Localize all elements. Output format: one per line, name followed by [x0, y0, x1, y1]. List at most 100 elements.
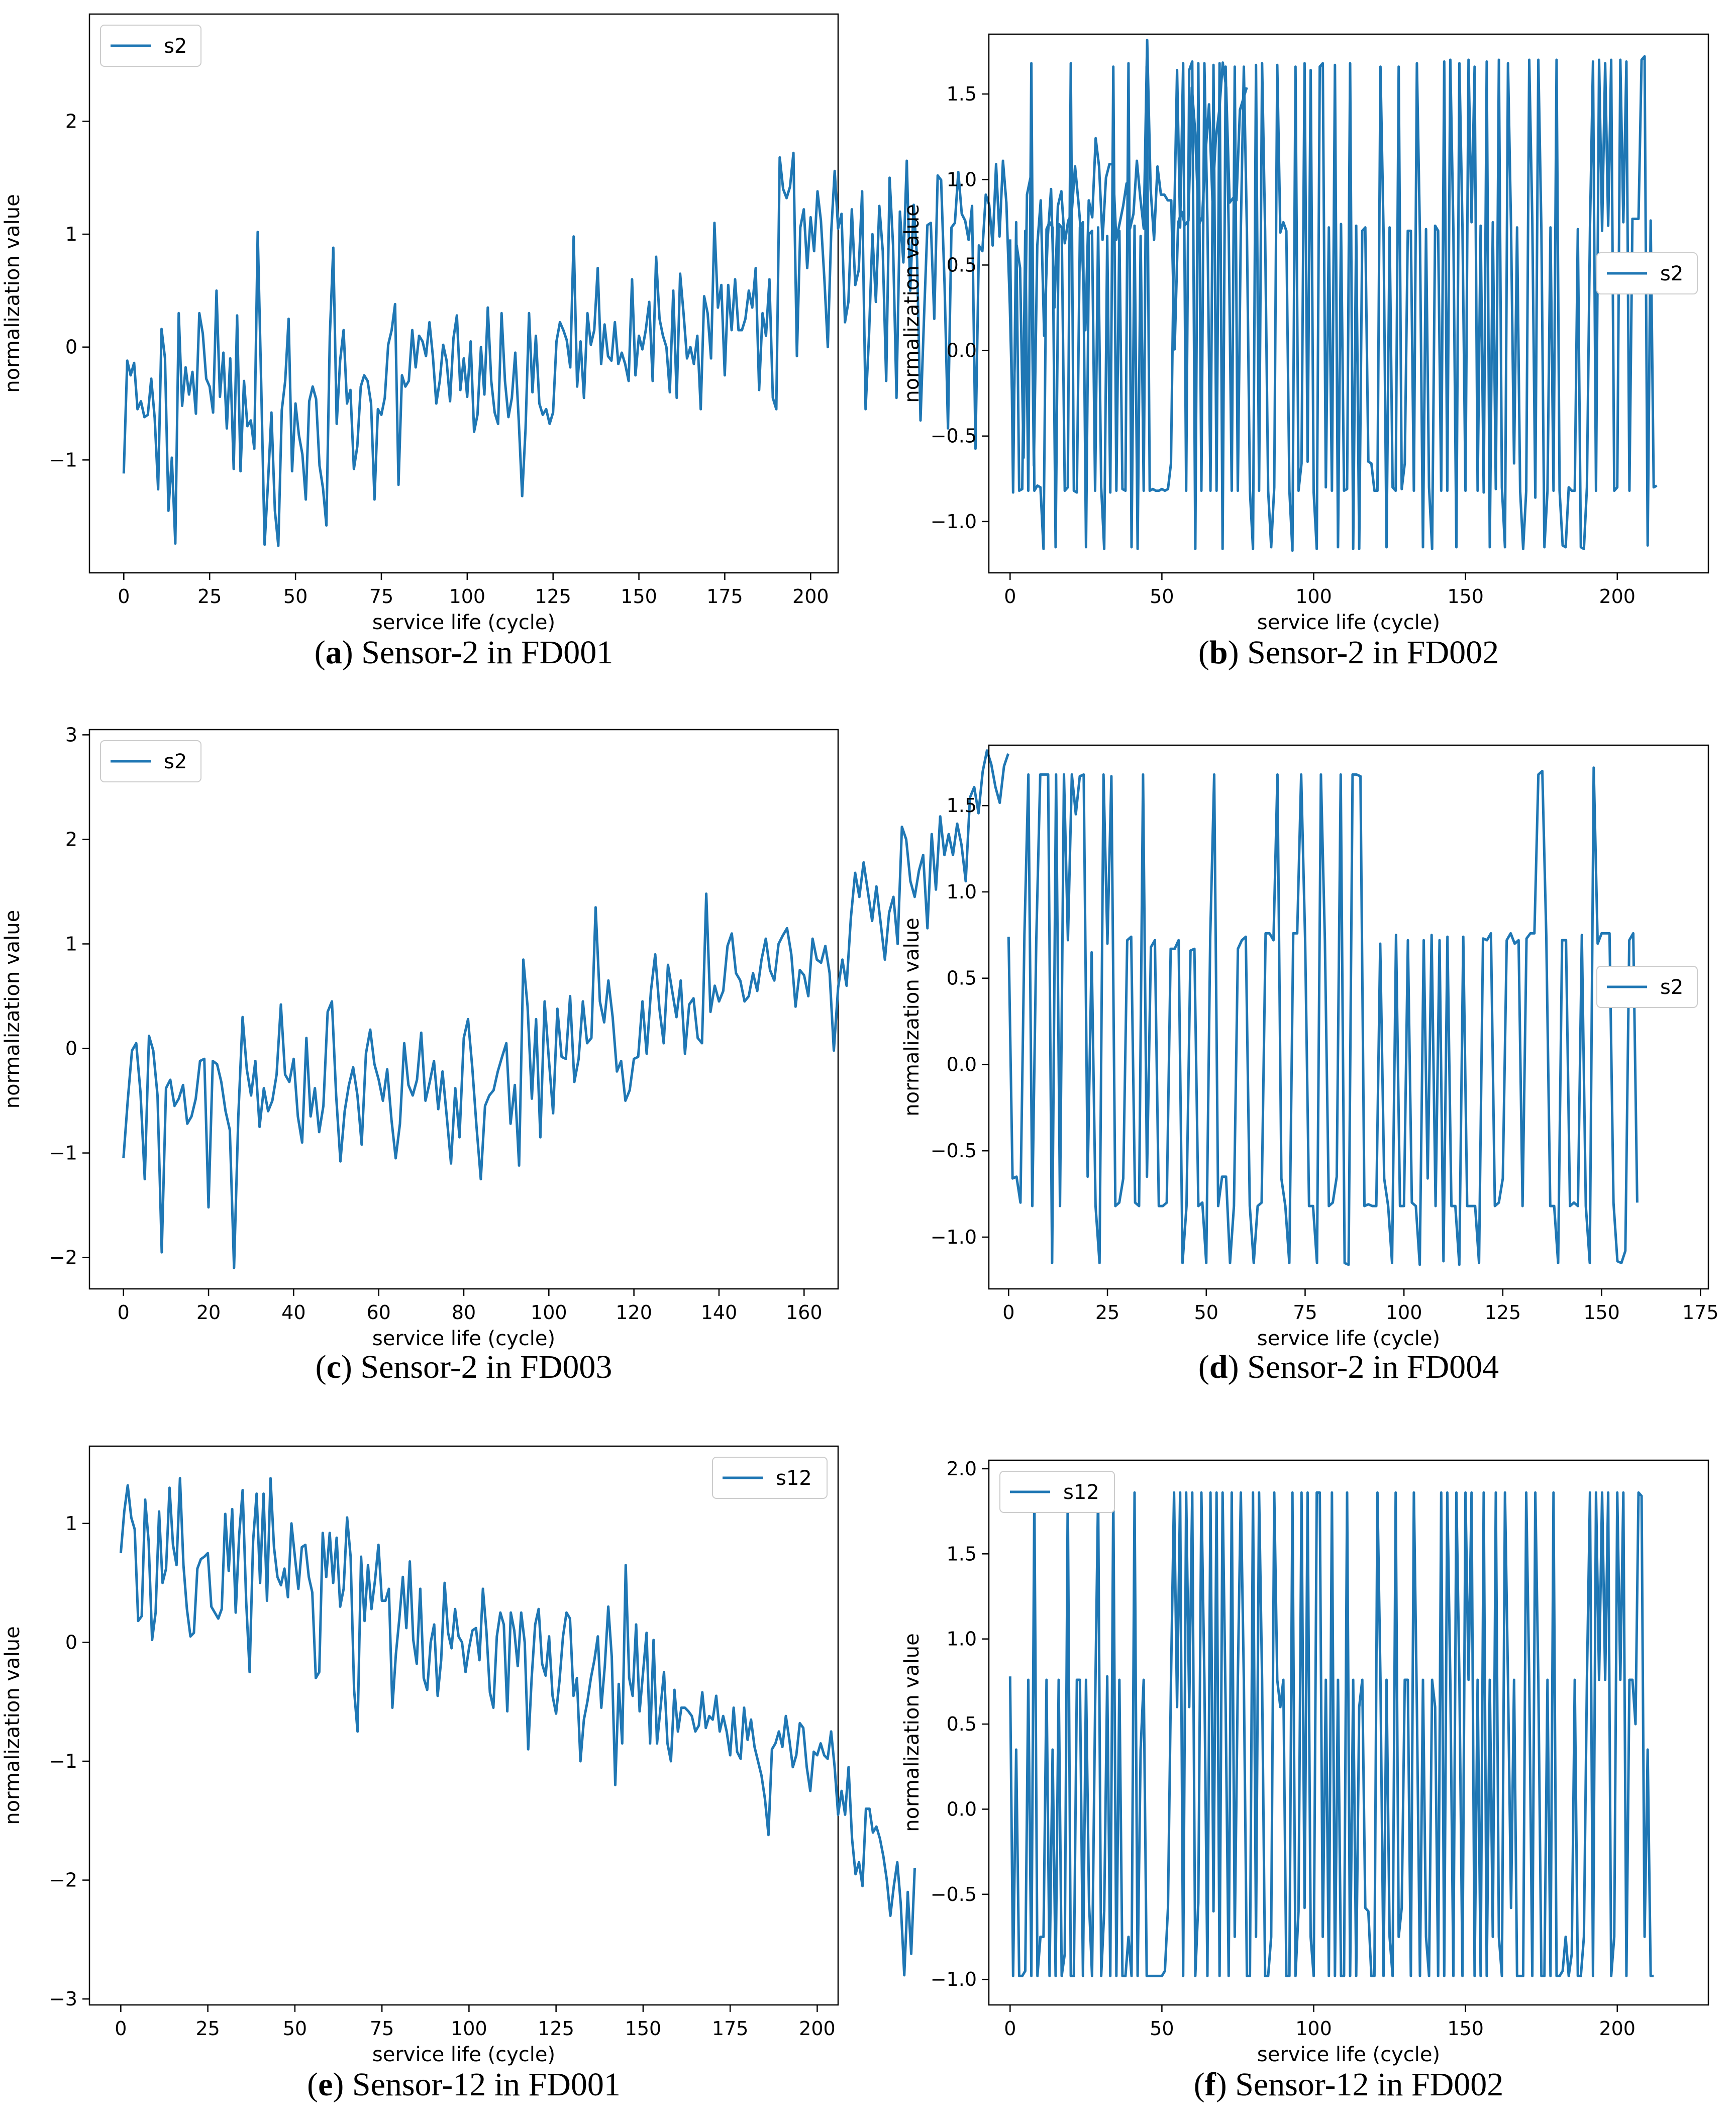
legend: s12: [712, 1457, 828, 1499]
y-axis-label: normalization value: [900, 1633, 924, 1832]
y-tick-label: 1.0: [947, 1628, 977, 1650]
x-tick-label: 75: [370, 2017, 394, 2040]
x-tick-label: 125: [1485, 1301, 1521, 1324]
panel-c: 0 20 40 60 80 100 120 140 160 −2 −1 0 1 2 3 service lif…: [1, 724, 1009, 1385]
panel-b: 0 50 100 150 200 −1.0 −0.5 0.0 0.5 1.0 1.5 service …: [900, 33, 1709, 671]
x-axis-label: service life (cycle): [372, 2043, 555, 2066]
x-tick-label: 0: [115, 2017, 127, 2040]
x-tick-label: 100: [449, 585, 486, 608]
caption-text: Sensor-2 in FD002: [1247, 634, 1499, 671]
x-tick-label: 50: [1194, 1301, 1218, 1324]
panel-d: 0 25 50 75 100 125 150 175 −1.0 −0.5 0.0 0.5 1.0 1.5 s…: [900, 744, 1719, 1385]
x-tick-label: 0: [118, 1301, 130, 1324]
y-tick-label: 1.5: [947, 1543, 977, 1565]
y-tick-label: 0.0: [947, 340, 977, 362]
y-tick-label: 1: [65, 223, 77, 245]
legend-label: s2: [164, 750, 187, 773]
x-tick-label: 20: [196, 1301, 221, 1324]
x-tick-label: 50: [1150, 585, 1174, 608]
legend-box: [712, 1457, 828, 1499]
panel-caption: (e) Sensor-12 in FD001: [307, 2066, 621, 2103]
y-tick-label: 2.0: [947, 1458, 977, 1480]
y-tick-label: −3: [49, 1988, 77, 2010]
y-tick-label: −1: [49, 1750, 77, 1772]
x-tick-label: 125: [535, 585, 571, 608]
x-axis-label: service life (cycle): [1257, 611, 1440, 634]
y-axis-label: normalization value: [900, 204, 924, 402]
caption-text: Sensor-2 in FD003: [360, 1349, 612, 1385]
x-tick-label: 75: [369, 585, 393, 608]
legend-label: s2: [1660, 262, 1683, 285]
legend-label: s2: [164, 35, 187, 58]
y-tick-label: 1.0: [947, 168, 977, 190]
x-tick-label: 200: [799, 2017, 836, 2040]
y-tick-label: 2: [65, 828, 77, 850]
x-tick-label: 175: [712, 2017, 749, 2040]
legend: s2: [1596, 966, 1698, 1008]
y-tick-label: 0.5: [947, 967, 977, 989]
x-tick-label: 0: [1002, 1301, 1014, 1324]
legend-box: [999, 1471, 1115, 1513]
x-tick-label: 150: [1583, 1301, 1620, 1324]
panel-a: 0 25 50 75 100 125 150 175 200 −1 0 1 2 service life …: [1, 13, 1248, 671]
y-tick-label: −0.5: [931, 1883, 977, 1905]
series-line-s2: [1007, 766, 1639, 1266]
x-tick-label: 80: [452, 1301, 476, 1324]
x-tick-label: 40: [281, 1301, 305, 1324]
caption-paren-close: ): [1228, 634, 1247, 671]
panel-caption: (a) Sensor-2 in FD001: [315, 634, 614, 671]
x-tick-label: 0: [118, 585, 130, 608]
plot-frame: [988, 33, 1709, 574]
x-axis-label: service life (cycle): [1257, 1327, 1440, 1350]
x-tick-label: 25: [197, 585, 222, 608]
series-line-s2: [122, 749, 1009, 1269]
series-line-s2: [122, 39, 1248, 547]
x-axis-label: service life (cycle): [372, 1327, 555, 1350]
x-tick-label: 150: [625, 2017, 662, 2040]
plot-frame: [88, 1445, 839, 2006]
caption-paren-open: (: [1198, 1349, 1209, 1385]
panel-caption: (d) Sensor-2 in FD004: [1198, 1349, 1499, 1385]
legend: s2: [100, 25, 201, 67]
caption-text: Sensor-12 in FD001: [352, 2066, 621, 2103]
caption-paren-open: (: [1198, 634, 1209, 671]
y-tick-label: −1.0: [931, 1226, 977, 1248]
caption-letter: f: [1205, 2066, 1216, 2103]
plot-frame: [988, 1459, 1709, 2006]
x-tick-label: 0: [1004, 2017, 1016, 2040]
legend: s2: [100, 740, 201, 782]
panel-caption: (c) Sensor-2 in FD003: [316, 1349, 612, 1385]
legend: s2: [1596, 252, 1698, 294]
x-tick-label: 75: [1293, 1301, 1317, 1324]
panel-f: 0 50 100 150 200 −1.0 −0.5 0.0 0.5 1.0 1.5 2.0 servi…: [900, 1458, 1709, 2103]
legend-label: s2: [1660, 976, 1683, 999]
legend: s12: [999, 1471, 1115, 1513]
caption-paren-close: ): [1216, 2066, 1235, 2103]
caption-paren-open: (: [307, 2066, 318, 2103]
caption-paren-open: (: [1194, 2066, 1205, 2103]
caption-text: Sensor-2 in FD004: [1247, 1349, 1499, 1385]
caption-letter: b: [1209, 634, 1228, 671]
y-tick-label: 1.0: [947, 881, 977, 903]
x-tick-label: 175: [1682, 1301, 1719, 1324]
x-tick-label: 25: [195, 2017, 220, 2040]
y-tick-label: −0.5: [931, 425, 977, 447]
y-tick-label: −1: [49, 1142, 77, 1164]
x-axis-label: service life (cycle): [372, 611, 555, 634]
x-tick-label: 150: [1447, 585, 1484, 608]
x-tick-label: 175: [706, 585, 743, 608]
y-axis-label: normalization value: [1, 1626, 24, 1825]
x-tick-label: 100: [1386, 1301, 1422, 1324]
y-tick-label: 0: [65, 1631, 77, 1653]
y-tick-label: −1.0: [931, 1968, 977, 1990]
y-tick-label: −2: [49, 1869, 77, 1891]
y-tick-label: −0.5: [931, 1140, 977, 1162]
y-tick-label: 0: [65, 336, 77, 358]
y-tick-label: 0.0: [947, 1053, 977, 1075]
panel-caption: (b) Sensor-2 in FD002: [1198, 634, 1499, 671]
y-tick-label: −1.0: [931, 511, 977, 533]
panel-e: 0 25 50 75 100 125 150 175 200 −3 −2 −1 0 1 service li…: [1, 1445, 916, 2103]
caption-letter: d: [1209, 1349, 1228, 1385]
y-tick-label: −2: [49, 1247, 77, 1269]
